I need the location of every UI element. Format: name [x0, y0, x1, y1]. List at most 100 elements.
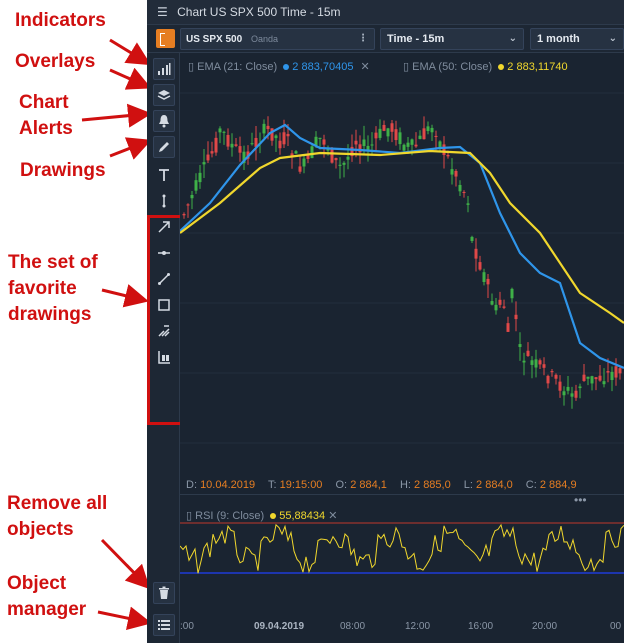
candle-body	[278, 140, 282, 149]
chevron-down-icon: ⌄	[508, 33, 517, 44]
candle-body	[414, 144, 418, 147]
text-tool-icon	[159, 169, 169, 181]
close-icon[interactable]: ✕	[360, 61, 370, 73]
horizontal-ray-button[interactable]	[153, 242, 175, 264]
candle-body	[506, 323, 510, 332]
trend-line-button[interactable]	[153, 268, 175, 290]
chart-alerts-button[interactable]	[153, 110, 175, 132]
hamburger-icon[interactable]: ☰	[157, 5, 168, 19]
annotation-remove-line2: objects	[7, 519, 74, 540]
annotation-remove-line1: Remove all	[7, 493, 108, 514]
indicator-icon: ▯	[186, 510, 193, 522]
annotation-favorites-line2: favorite	[8, 278, 77, 299]
indicators-button[interactable]	[153, 58, 175, 80]
candle-body	[482, 272, 486, 282]
candle-body	[370, 144, 374, 146]
candle-body	[446, 154, 450, 157]
candle-body	[346, 156, 350, 160]
high-value: 2 885,0	[414, 479, 451, 491]
bell-icon	[159, 115, 169, 128]
time-tick: 09.04.2019	[254, 621, 305, 632]
time-value: 19:15:00	[279, 479, 323, 491]
ema50-legend[interactable]: ▯ EMA (50: Close) 2 883,11740	[403, 59, 568, 75]
candle-body	[410, 139, 414, 145]
vertical-line-button[interactable]	[153, 190, 175, 212]
left-toolbar	[147, 53, 183, 643]
rsi-color-dot	[270, 512, 277, 519]
candle-body	[270, 128, 274, 141]
symbol-selector[interactable]: US SPX 500 Oanda ⋮	[180, 28, 375, 50]
window-titlebar: ☰ Chart US SPX 500 Time - 15m	[147, 0, 624, 25]
time-tick: 00	[610, 621, 622, 632]
candle-body	[610, 371, 614, 381]
fibonacci-tool-button[interactable]	[153, 320, 175, 342]
panel-resize-handle[interactable]: •••	[574, 493, 587, 507]
rectangle-tool-button[interactable]	[153, 294, 175, 316]
timeframe-value: Time - 15m	[387, 33, 445, 45]
text-tool-button[interactable]	[153, 164, 175, 186]
candle-body	[462, 192, 466, 194]
candle-body	[426, 126, 430, 132]
candle-body	[398, 132, 402, 145]
trash-icon	[159, 586, 169, 599]
candle-body	[598, 375, 602, 381]
candle-body	[262, 123, 266, 134]
candle-body	[226, 134, 230, 147]
symbol-source: Oanda	[250, 34, 278, 44]
open-label: O:	[335, 479, 348, 491]
candle-body	[574, 390, 578, 398]
drawings-button[interactable]	[153, 136, 175, 158]
range-dropdown[interactable]: 1 month ⌄	[530, 28, 624, 50]
candle-body	[566, 386, 570, 391]
candle-body	[198, 172, 202, 183]
object-manager-button[interactable]	[153, 614, 175, 636]
candle-body	[362, 139, 366, 147]
candle-body	[594, 377, 598, 380]
candle-body	[438, 141, 442, 149]
candle-body	[214, 137, 218, 153]
candle-body	[494, 304, 498, 311]
date-value: 10.04.2019	[200, 479, 256, 491]
rsi-chart	[180, 522, 624, 574]
candle-body	[542, 364, 546, 368]
candle-body	[286, 133, 290, 137]
fibonacci-icon	[158, 325, 170, 337]
close-icon[interactable]: ✕	[328, 510, 338, 522]
sidebar-toggle-icon[interactable]	[156, 29, 175, 48]
candle-body	[250, 143, 254, 145]
candle-body	[242, 151, 246, 164]
close-value: 2 884,9	[539, 479, 577, 491]
candle-body	[490, 301, 494, 305]
candle-body	[442, 144, 446, 156]
candle-body	[522, 360, 526, 363]
ema50-value: 2 883,11740	[507, 61, 568, 73]
candle-body	[526, 350, 530, 356]
timeframe-dropdown[interactable]: Time - 15m ⌄	[380, 28, 524, 50]
overlays-button[interactable]	[153, 84, 175, 106]
candle-body	[294, 151, 298, 154]
low-value: 2 884,0	[476, 479, 513, 491]
vertical-line-icon	[162, 194, 166, 208]
rsi-legend[interactable]: ▯ RSI (9: Close) 55,88434 ✕	[186, 509, 337, 522]
fan-icon	[158, 351, 170, 364]
fan-tool-button[interactable]	[153, 346, 175, 368]
ema50-line	[180, 149, 624, 324]
candle-body	[298, 166, 302, 172]
candle-body	[534, 359, 538, 368]
candle-body	[394, 129, 398, 141]
candle-body	[554, 374, 558, 379]
horizontal-ray-icon	[158, 251, 170, 255]
candle-body	[478, 262, 482, 270]
candle-body	[502, 306, 506, 308]
candle-body	[582, 374, 586, 381]
ema21-legend[interactable]: ▯ EMA (21: Close) 2 883,70405 ✕	[188, 59, 370, 75]
candle-body	[306, 153, 310, 159]
ema21-label: EMA (21: Close)	[197, 61, 278, 73]
rsi-label: RSI (9: Close)	[195, 510, 265, 522]
candle-body	[358, 144, 362, 153]
remove-all-objects-button[interactable]	[153, 582, 175, 604]
high-label: H:	[399, 479, 411, 491]
chart-area[interactable]: ▯ EMA (21: Close) 2 883,70405 ✕ ▯ EMA (5…	[180, 53, 624, 643]
arrow-tool-button[interactable]	[153, 216, 175, 238]
more-vertical-icon[interactable]: ⋮	[358, 33, 368, 44]
